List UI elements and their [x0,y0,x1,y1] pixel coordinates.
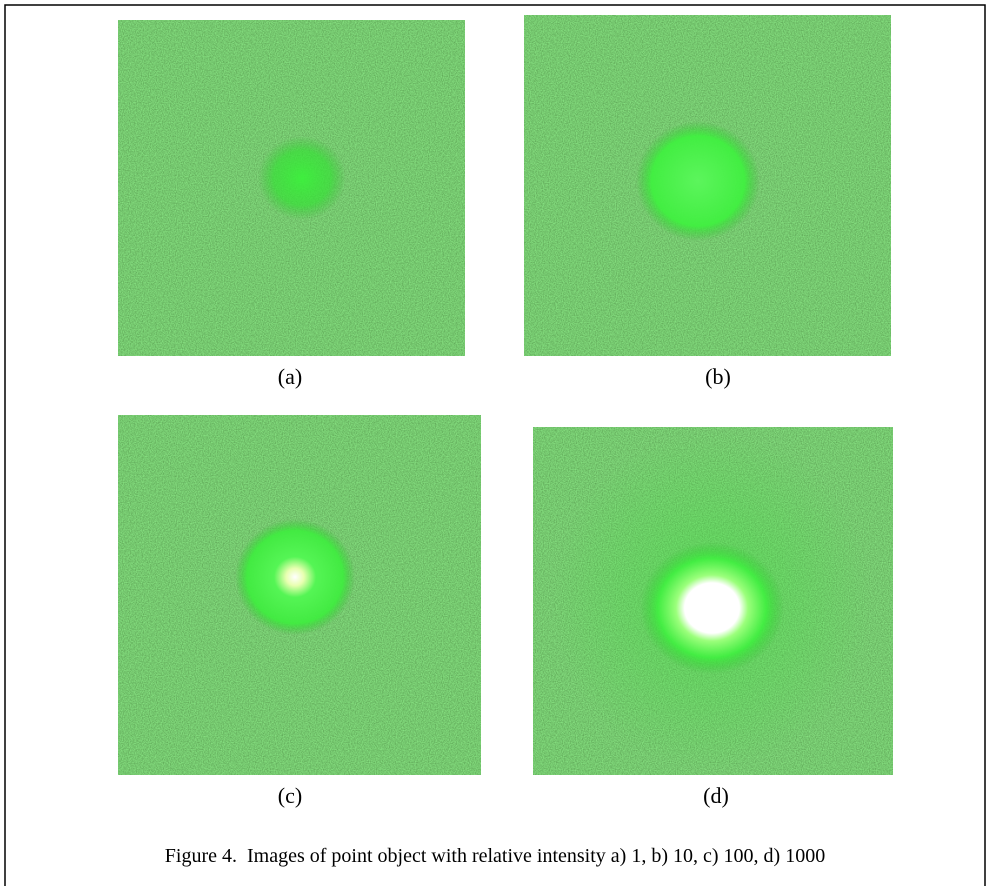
image-a [118,20,465,356]
panel-label: (c) [278,783,302,808]
panel-label: (a) [278,364,302,389]
frame [4,4,986,891]
image-c [118,415,481,775]
image-b [524,15,891,356]
image-d [533,427,893,775]
caption: Figure 4. Images of point object with re… [165,845,825,867]
panel-label: (b) [705,364,731,389]
panel-label: (d) [703,783,729,808]
